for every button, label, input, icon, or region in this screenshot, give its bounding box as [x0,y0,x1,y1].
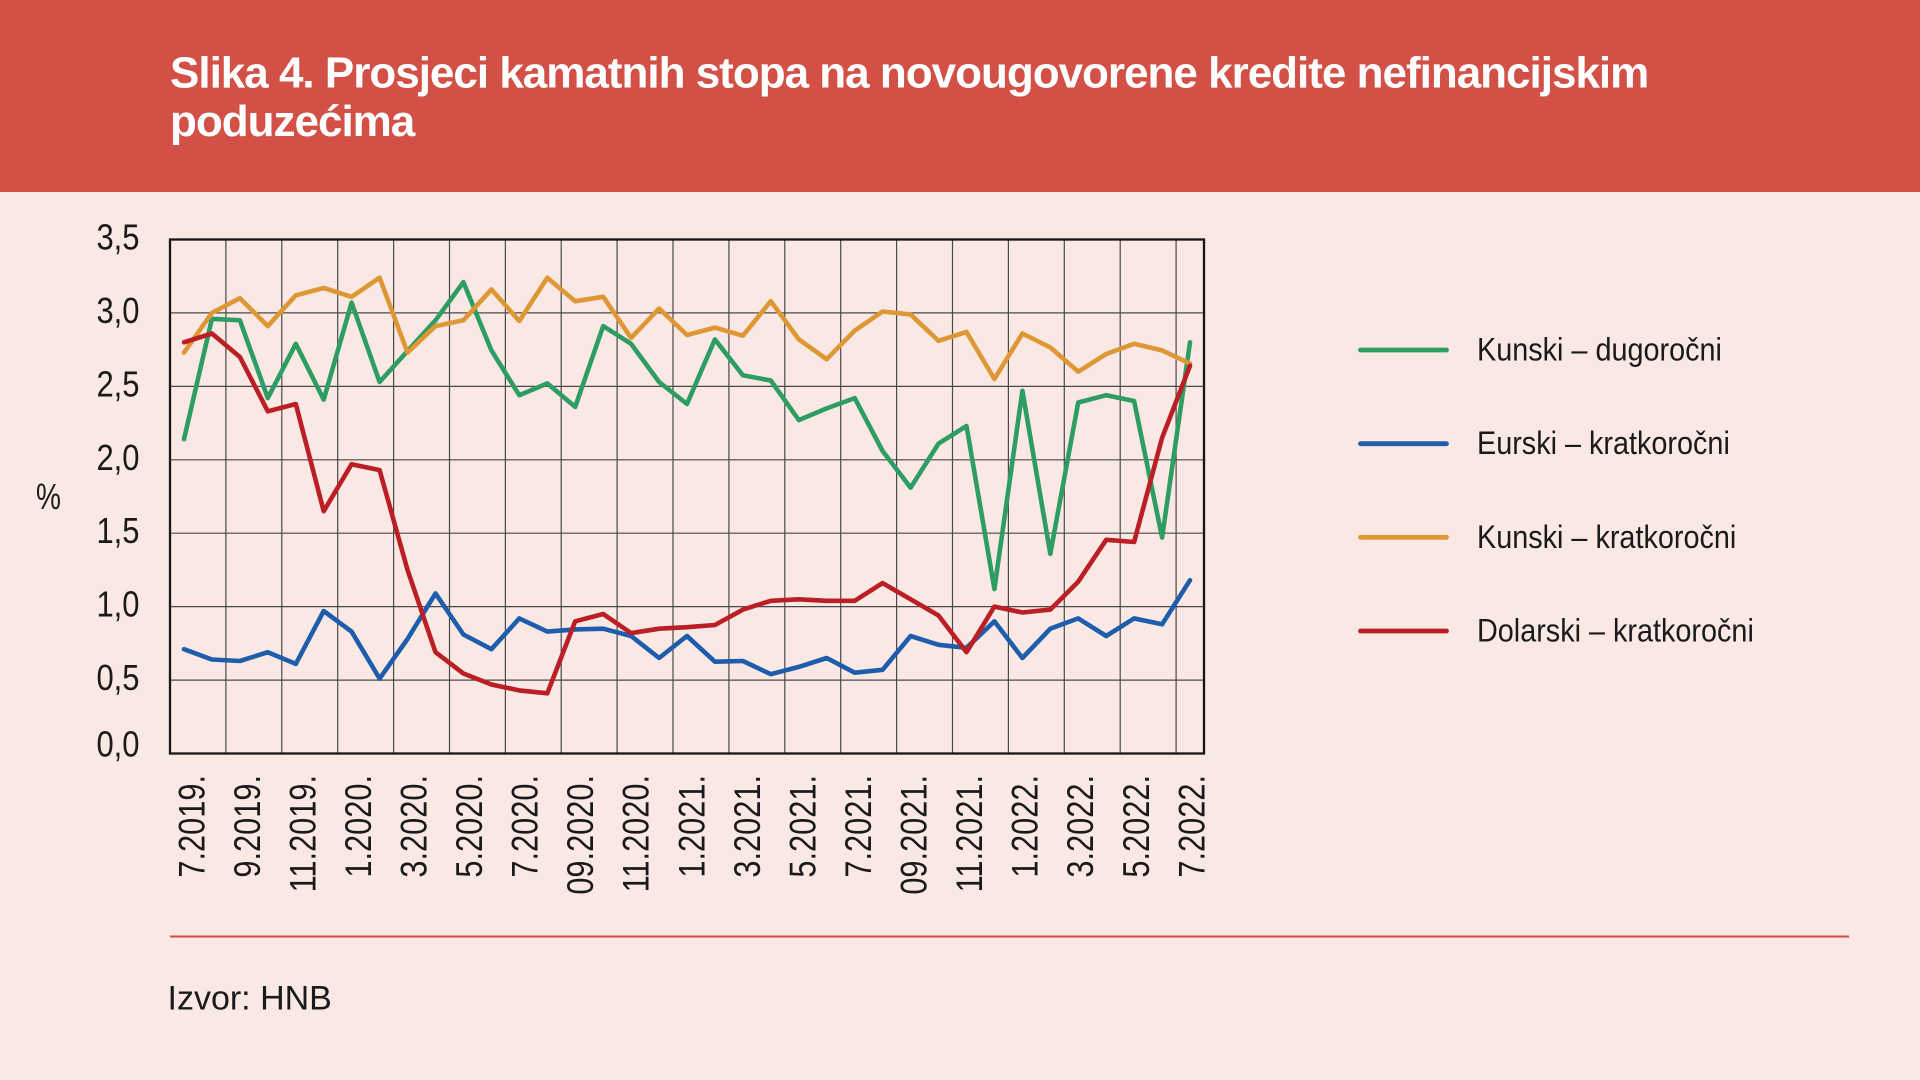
svg-text:5.2022.: 5.2022. [1116,775,1158,878]
svg-text:Dolarski – kratkoročni: Dolarski – kratkoročni [1477,613,1754,649]
svg-text:1,0: 1,0 [96,586,139,626]
svg-text:1.2021.: 1.2021. [671,775,713,878]
svg-text:2,5: 2,5 [96,365,139,405]
svg-text:0,5: 0,5 [96,659,139,699]
svg-text:3.2020.: 3.2020. [394,775,436,878]
svg-text:7.2022.: 7.2022. [1171,775,1213,878]
svg-text:09.2020.: 09.2020. [560,775,602,895]
svg-text:3.2022.: 3.2022. [1060,775,1102,878]
svg-text:11.2019.: 11.2019. [283,775,325,892]
svg-text:11.2021.: 11.2021. [949,775,991,892]
svg-text:5.2020.: 5.2020. [449,775,491,878]
svg-text:1,5: 1,5 [96,512,139,552]
svg-text:7.2021.: 7.2021. [838,775,880,878]
svg-text:2,0: 2,0 [96,439,139,479]
svg-text:%: % [36,477,61,517]
svg-text:Kunski – kratkoročni: Kunski – kratkoročni [1477,519,1736,555]
svg-text:Slika 4. Prosjeci kamatnih sto: Slika 4. Prosjeci kamatnih stopa na novo… [170,49,1648,98]
svg-text:1.2020.: 1.2020. [338,775,380,878]
svg-text:09.2021.: 09.2021. [894,775,936,895]
svg-text:7.2020.: 7.2020. [505,775,547,878]
svg-text:3,5: 3,5 [96,218,139,258]
svg-text:7.2019.: 7.2019. [171,775,213,878]
svg-text:5.2021.: 5.2021. [783,775,825,878]
svg-text:0,0: 0,0 [96,725,139,765]
svg-text:11.2020.: 11.2020. [616,775,658,892]
svg-text:1.2022.: 1.2022. [1005,775,1047,878]
svg-text:Kunski – dugoročni: Kunski – dugoročni [1477,332,1722,368]
svg-text:poduzećima: poduzećima [170,97,416,146]
svg-text:Izvor: HNB: Izvor: HNB [168,980,332,1018]
svg-text:3.2021.: 3.2021. [727,775,769,878]
svg-text:Eurski – kratkoročni: Eurski – kratkoročni [1477,426,1730,462]
svg-text:9.2019.: 9.2019. [227,775,269,878]
svg-text:3,0: 3,0 [96,292,139,332]
